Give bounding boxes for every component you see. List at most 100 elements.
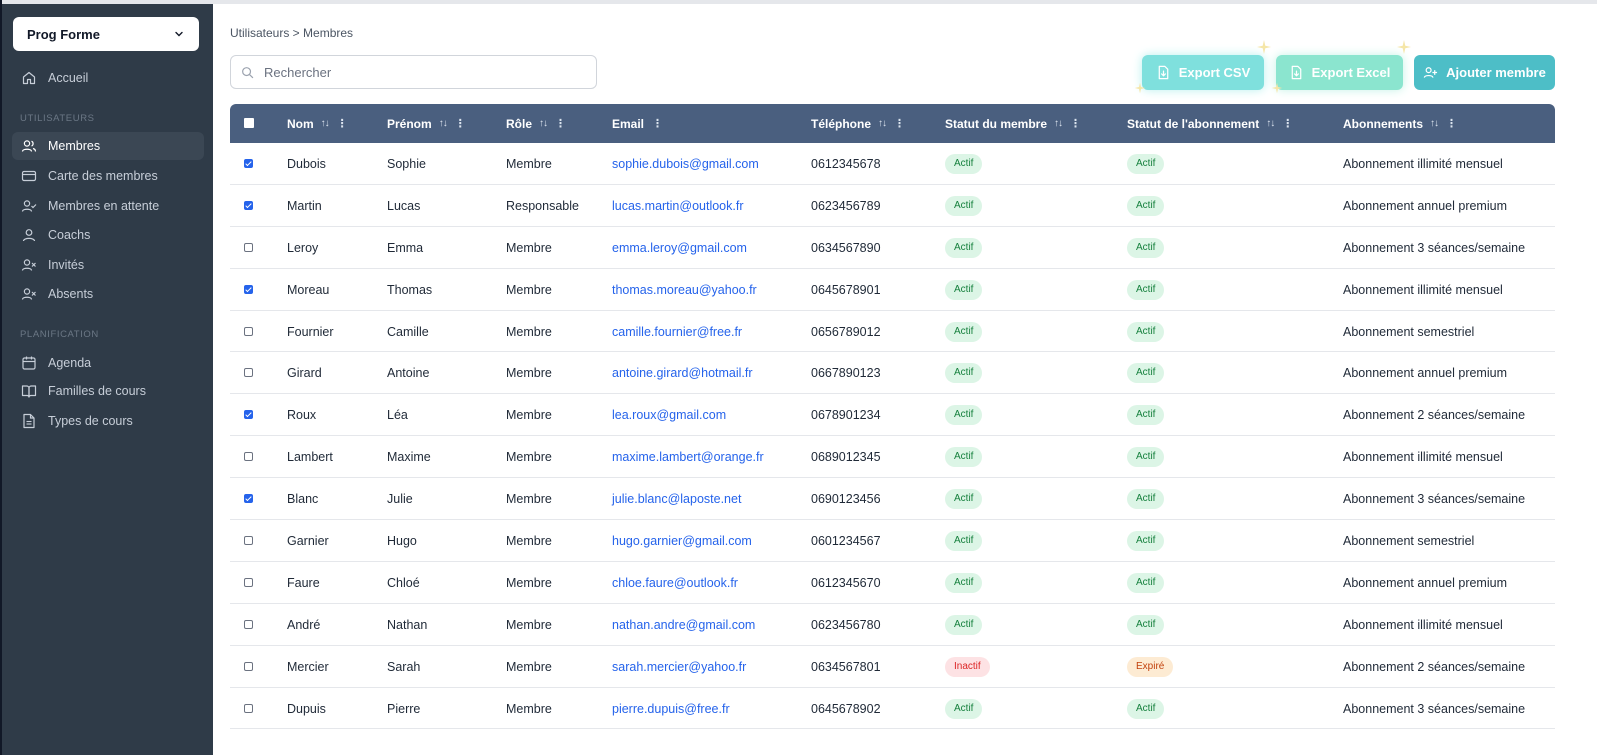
sidebar-item-membres[interactable]: Membres [12,132,204,160]
row-checkbox[interactable] [244,410,253,420]
status-badge: Actif [945,530,983,551]
row-checkbox[interactable] [244,619,253,629]
cell-statut-membre: Actif [945,604,983,646]
column-menu-icon[interactable]: ⋮ [1446,118,1458,130]
table-row[interactable]: Moreau Thomas Membre thomas.moreau@yahoo.fr… [230,269,1555,311]
row-checkbox[interactable] [244,661,253,671]
sidebar-item-absents[interactable]: Absents [12,280,204,308]
column-menu-icon[interactable]: ⋮ [894,118,906,130]
column-header-prenom[interactable]: Prénom ↑↓ ⋮ [387,104,466,143]
sort-icon[interactable]: ↑↓ [1430,118,1439,129]
cell-role: Membre [506,575,552,590]
cell-telephone: 0612345670 [811,575,881,590]
table-row[interactable]: Mercier Sarah Membre sarah.mercier@yahoo.fr… [230,646,1555,688]
column-menu-icon[interactable]: ⋮ [652,118,664,130]
column-menu-icon[interactable]: ⋮ [555,118,567,130]
cell-email[interactable]: nathan.andre@gmail.com [612,617,756,632]
sidebar-item-types-de-cours[interactable]: Types de cours [12,407,204,435]
cell-statut-membre: Actif [945,143,983,185]
cell-email[interactable]: maxime.lambert@orange.fr [612,450,764,465]
column-header-nom[interactable]: Nom ↑↓ ⋮ [287,104,348,143]
status-badge: Actif [1127,153,1165,174]
column-header-email[interactable]: Email ⋮ [612,104,663,143]
row-checkbox[interactable] [244,368,253,378]
table-row[interactable]: André Nathan Membre nathan.andre@gmail.com 0… [230,604,1555,646]
sidebar-item-home[interactable]: Accueil [12,64,204,92]
cell-prenom: Pierre [387,701,421,716]
cell-email[interactable]: antoine.girard@hotmail.fr [612,366,753,381]
sort-icon[interactable]: ↑↓ [320,118,330,129]
sidebar-item-invites[interactable]: Invités [12,251,204,279]
column-header-telephone[interactable]: Téléphone ↑↓ ⋮ [811,104,905,143]
table-row[interactable]: Faure Chloé Membre chloe.faure@outlook.fr 06… [230,562,1555,604]
search-box[interactable] [230,55,597,89]
select-all-checkbox[interactable] [244,118,254,128]
cell-email[interactable]: chloe.faure@outlook.fr [612,575,738,590]
sort-icon[interactable]: ↑↓ [1054,118,1063,129]
sidebar-item-agenda[interactable]: Agenda [12,349,204,377]
add-member-button[interactable]: Ajouter membre [1414,55,1555,90]
row-checkbox[interactable] [244,536,253,546]
cell-email[interactable]: sarah.mercier@yahoo.fr [612,659,747,674]
sidebar-item-carte-des-membres[interactable]: Carte des membres [12,162,204,190]
cell-email[interactable]: pierre.dupuis@free.fr [612,701,730,716]
cell-email[interactable]: hugo.garnier@gmail.com [612,533,752,548]
row-checkbox[interactable] [244,452,253,462]
table-row[interactable]: Blanc Julie Membre julie.blanc@laposte.net 0… [230,478,1555,521]
column-header-abonnements[interactable]: Abonnements ↑↓ ⋮ [1343,104,1457,143]
row-checkbox[interactable] [244,703,253,713]
column-menu-icon[interactable]: ⋮ [1070,118,1082,130]
sort-icon[interactable]: ↑↓ [878,118,887,129]
sort-icon[interactable]: ↑↓ [438,118,448,129]
row-checkbox[interactable] [244,284,253,294]
cell-email[interactable]: emma.leroy@gmail.com [612,240,747,255]
table-row[interactable]: Martin Lucas Responsable lucas.martin@outlo… [230,185,1555,227]
sort-icon[interactable]: ↑↓ [539,118,548,129]
table-row[interactable]: Leroy Emma Membre emma.leroy@gmail.com 06345… [230,227,1555,269]
table-row[interactable]: Dubois Sophie Membre sophie.dubois@gmail.co… [230,143,1555,185]
column-menu-icon[interactable]: ⋮ [1282,118,1294,130]
cell-email[interactable]: sophie.dubois@gmail.com [612,156,759,171]
column-menu-icon[interactable]: ⋮ [454,118,466,130]
column-header-role[interactable]: Rôle ↑↓ ⋮ [506,104,566,143]
export-excel-button[interactable]: Export Excel [1276,55,1403,90]
column-menu-icon[interactable]: ⋮ [336,118,348,130]
cell-email[interactable]: lea.roux@gmail.com [612,408,727,423]
cell-statut-membre: Actif [945,185,983,227]
sidebar-item-familles-de-cours[interactable]: Familles de cours [12,377,204,405]
search-input[interactable] [264,64,564,80]
table-row[interactable]: Fournier Camille Membre camille.fournier@fr… [230,311,1555,353]
cell-prenom: Chloé [387,575,420,590]
column-header-label: Rôle [506,116,533,131]
table-header: Nom ↑↓ ⋮ Prénom ↑↓ ⋮ Rôle ↑↓ ⋮ Email ⋮ Téléphone ↑↓ ⋮… [230,104,1555,143]
cell-statut-membre: Actif [945,436,983,478]
sidebar-item-membres-en-attente[interactable]: Membres en attente [12,192,204,220]
table-row[interactable]: Dupuis Pierre Membre pierre.dupuis@free.fr 0… [230,688,1555,730]
table-row[interactable]: Roux Léa Membre lea.roux@gmail.com 067890123… [230,394,1555,437]
cell-statut-abonnement: Actif [1127,394,1165,436]
row-checkbox[interactable] [244,494,253,504]
search-icon [242,66,254,78]
cell-abonnements: Abonnement annuel premium [1343,366,1507,381]
column-header-statut-abonnement[interactable]: Statut de l'abonnement ↑↓ ⋮ [1127,104,1293,143]
export-csv-button[interactable]: Export CSV [1142,55,1264,90]
sidebar-item-coachs[interactable]: Coachs [12,221,204,249]
table-row[interactable]: Garnier Hugo Membre hugo.garnier@gmail.com 0… [230,520,1555,562]
sidebar-item-label: Carte des membres [48,169,158,183]
row-checkbox[interactable] [244,242,253,252]
cell-email[interactable]: julie.blanc@laposte.net [612,492,742,507]
sort-icon[interactable]: ↑↓ [1266,118,1275,129]
row-checkbox[interactable] [244,326,253,336]
table-row[interactable]: Girard Antoine Membre antoine.girard@hotmai… [230,352,1555,395]
cell-role: Membre [506,282,552,297]
row-checkbox[interactable] [244,159,253,168]
column-header-statut-membre[interactable]: Statut du membre ↑↓ ⋮ [945,104,1081,143]
cell-email[interactable]: lucas.martin@outlook.fr [612,198,744,213]
cell-email[interactable]: thomas.moreau@yahoo.fr [612,282,757,297]
row-checkbox[interactable] [244,200,253,210]
status-badge: Actif [1127,195,1165,216]
table-row[interactable]: Lambert Maxime Membre maxime.lambert@orange… [230,436,1555,479]
row-checkbox[interactable] [244,577,253,587]
cell-email[interactable]: camille.fournier@free.fr [612,324,743,339]
org-selector[interactable]: Prog Forme [13,17,199,51]
